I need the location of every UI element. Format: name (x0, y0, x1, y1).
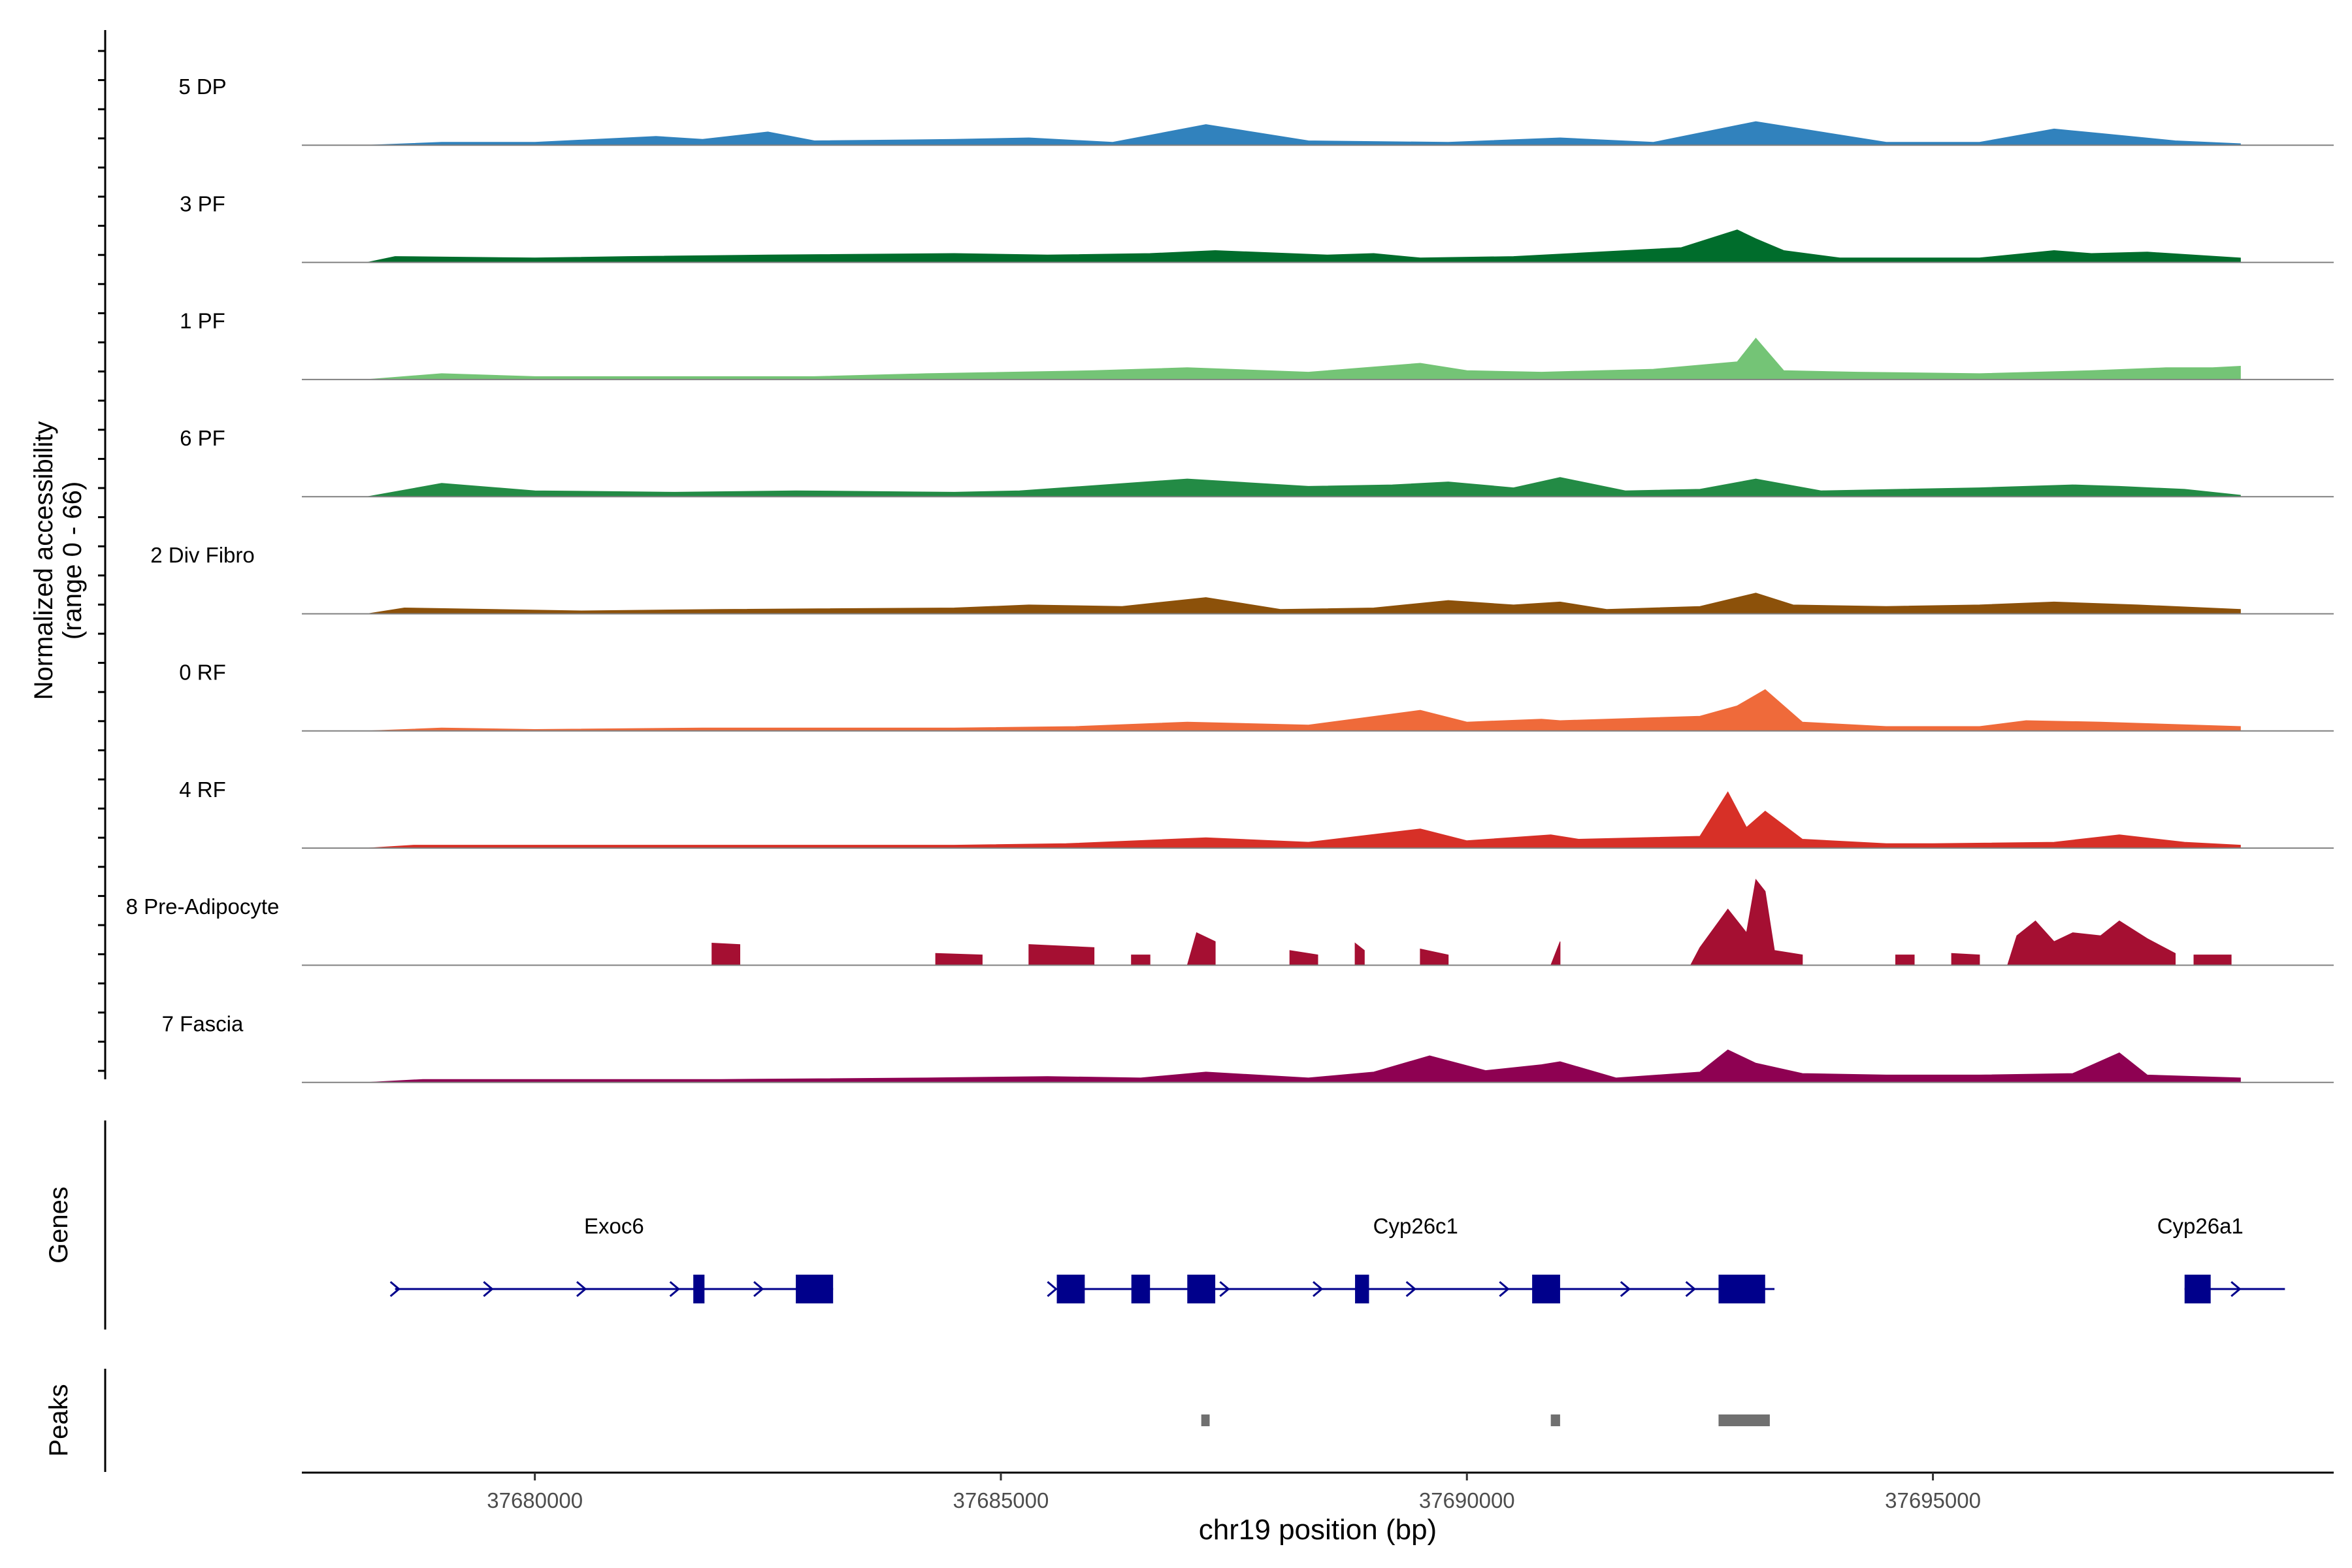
track-label-3-pf: 3 PF (180, 191, 225, 216)
track-5-dp (302, 121, 2334, 146)
exon (796, 1275, 834, 1303)
peaks-panel-title: Peaks (44, 1384, 73, 1456)
track-1-pf (302, 337, 2334, 380)
track-label-0-rf: 0 RF (179, 661, 226, 685)
track-label-6-pf: 6 PF (180, 426, 225, 450)
track-6-pf (302, 477, 2334, 498)
strand-arrow (1620, 1281, 1631, 1298)
strand-arrow (669, 1281, 680, 1298)
gene-label-cyp26a1: Cyp26a1 (2157, 1214, 2244, 1238)
strand-arrow (1405, 1281, 1416, 1298)
coverage-area-3-pf (367, 229, 2241, 263)
gene-annotations: Exoc6 Cyp26c1 Cyp26a1 (389, 1214, 2285, 1303)
track-7-fascia (302, 1049, 2334, 1083)
coverage-area-7-fascia (367, 1049, 2241, 1083)
coverage-area-5-dp (367, 121, 2241, 146)
strand-arrow (1685, 1281, 1696, 1298)
exon (1355, 1275, 1369, 1303)
strand-arrow (753, 1281, 764, 1298)
genes-panel-title: Genes (44, 1186, 73, 1264)
peak-region (1718, 1414, 1770, 1426)
exon (2184, 1275, 2211, 1303)
exon (1131, 1275, 1151, 1303)
track-2-div-fibro (302, 593, 2334, 615)
track-label-5-dp: 5 DP (178, 74, 226, 99)
strand-arrow (576, 1281, 587, 1298)
gene-label-exoc6: Exoc6 (584, 1214, 644, 1238)
strand-arrow (1047, 1281, 1058, 1298)
peak-regions (1201, 1414, 1770, 1426)
coverage-area-2-div-fibro (367, 593, 2241, 614)
exon (693, 1275, 705, 1303)
x-tick-label: 37680000 (487, 1488, 583, 1512)
exon (1056, 1275, 1085, 1303)
coverage-area-1-pf (367, 337, 2241, 380)
peak-region (1201, 1414, 1210, 1426)
gene-cyp26c1: Cyp26c1 (1047, 1214, 1775, 1303)
exon (1532, 1275, 1560, 1303)
x-axis-title: chr19 position (bp) (1199, 1514, 1437, 1546)
x-axis: 37680000 37685000 37690000 37695000 (302, 1471, 2334, 1512)
coverage-area-6-pf (367, 477, 2241, 497)
track-label-2-div-fibro: 2 Div Fibro (150, 543, 255, 567)
gene-cyp26a1: Cyp26a1 (2157, 1214, 2285, 1303)
strand-arrow (389, 1281, 400, 1298)
coverage-tracks (302, 121, 2334, 1083)
coverage-area-8-pre-adipocyte (711, 879, 2232, 966)
y-axis-title-line2: (range 0 - 66) (58, 482, 87, 640)
track-label-7-fascia: 7 Fascia (162, 1011, 244, 1036)
gene-exoc6: Exoc6 (389, 1214, 834, 1303)
track-3-pf (302, 229, 2334, 263)
x-tick-label: 37685000 (953, 1488, 1049, 1512)
y-axis-title-line1: Normalized accessibility (29, 421, 58, 700)
track-label-8-pre-adipocyte: 8 Pre-Adipocyte (126, 894, 280, 919)
strand-arrow (483, 1281, 494, 1298)
x-tick-label: 37695000 (1885, 1488, 1981, 1512)
peak-region (1550, 1414, 1560, 1426)
gene-label-cyp26c1: Cyp26c1 (1373, 1214, 1458, 1238)
coverage-area-4-rf (367, 791, 2241, 849)
y-axis (98, 30, 106, 1079)
track-labels: 5 DP 3 PF 1 PF 6 PF 2 Div Fibro 0 RF 4 RF 8 Pre… (126, 74, 280, 1036)
strand-arrow (1219, 1281, 1230, 1298)
exon (1718, 1275, 1765, 1303)
exon (1187, 1275, 1216, 1303)
track-8-pre-adipocyte (302, 879, 2334, 966)
track-label-4-rf: 4 RF (179, 777, 226, 802)
strand-arrow (1499, 1281, 1510, 1298)
track-0-rf (302, 689, 2334, 732)
track-label-1-pf: 1 PF (180, 309, 225, 333)
track-4-rf (302, 791, 2334, 849)
strand-arrow (1313, 1281, 1324, 1298)
coverage-area-0-rf (367, 689, 2241, 732)
x-tick-label: 37690000 (1419, 1488, 1515, 1512)
strand-arrow (2230, 1281, 2242, 1298)
